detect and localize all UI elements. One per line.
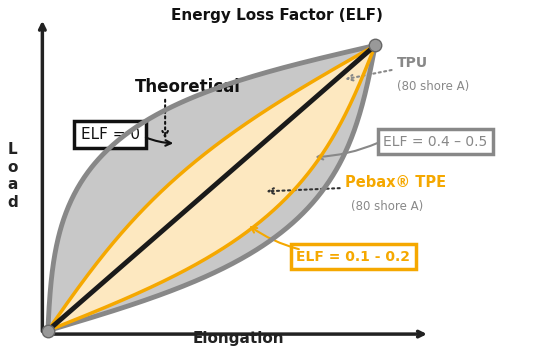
Text: ELF = 0.1 - 0.2: ELF = 0.1 - 0.2 (296, 250, 410, 264)
Text: Theoretical: Theoretical (135, 78, 241, 96)
Text: (80 shore A): (80 shore A) (397, 80, 469, 93)
Text: (80 shore A): (80 shore A) (351, 200, 423, 213)
Polygon shape (48, 45, 375, 331)
Text: ELF = 0: ELF = 0 (80, 127, 140, 142)
Text: Energy Loss Factor (ELF): Energy Loss Factor (ELF) (171, 8, 383, 23)
Polygon shape (48, 45, 375, 331)
Text: L
o
a
d: L o a d (7, 143, 18, 209)
Text: TPU: TPU (397, 56, 428, 70)
Text: ELF = 0.4 – 0.5: ELF = 0.4 – 0.5 (383, 134, 488, 149)
Text: Elongation: Elongation (193, 331, 285, 346)
Text: Pebax® TPE: Pebax® TPE (345, 175, 447, 190)
